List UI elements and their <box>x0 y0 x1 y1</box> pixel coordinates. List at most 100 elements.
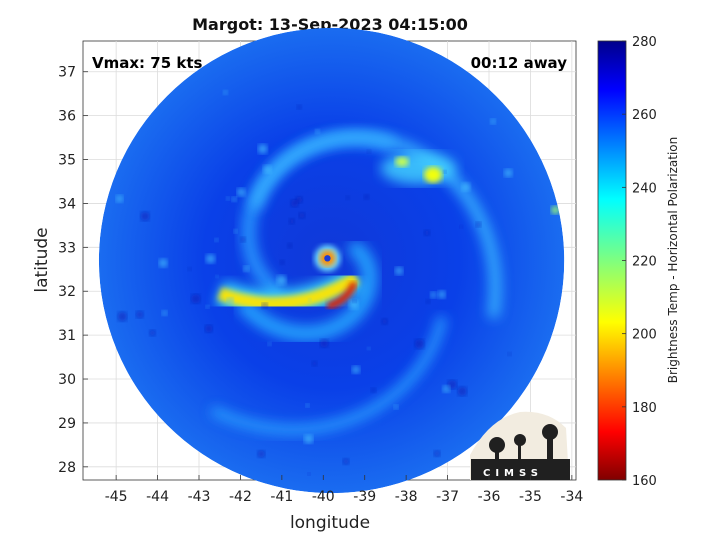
y-axis: 28 29 30 31 32 33 34 35 36 37 <box>58 65 88 476</box>
x-tick-label: -41 <box>270 489 293 505</box>
texture-cell <box>258 144 268 154</box>
texture-cell <box>363 194 370 200</box>
texture-cell <box>257 450 265 458</box>
colorbar-label: Brightness Temp - Horizontal Polarizatio… <box>666 137 680 384</box>
texture-cell <box>430 291 437 298</box>
texture-cell <box>308 298 312 302</box>
spiral-band <box>210 315 447 435</box>
rainband-core <box>217 272 360 311</box>
time-away-annotation: 00:12 away <box>471 54 568 72</box>
spiral-band <box>250 130 502 319</box>
texture-cell <box>371 387 377 393</box>
texture-cell <box>243 265 250 272</box>
x-tick-label: -45 <box>105 489 128 505</box>
texture-cell <box>315 129 320 134</box>
x-tick-label: -44 <box>146 489 169 505</box>
texture-cell <box>191 294 201 304</box>
convection-cell <box>551 206 560 215</box>
texture-cell <box>140 211 150 221</box>
y-tick-label: 33 <box>58 240 76 256</box>
texture-cell <box>205 305 210 309</box>
texture-cell <box>117 311 127 322</box>
texture-cell <box>490 118 496 125</box>
texture-cell <box>320 339 329 348</box>
texture-cell <box>475 221 482 228</box>
texture-cell <box>442 385 450 393</box>
chart-title: Margot: 13-Sep-2023 04:15:00 <box>192 15 468 34</box>
y-tick-label: 36 <box>58 109 76 125</box>
y-tick-label: 35 <box>58 153 76 169</box>
x-tick-label: -38 <box>395 489 418 505</box>
x-tick-label: -36 <box>478 489 501 505</box>
texture-cell <box>442 169 447 174</box>
x-tick-label: -42 <box>229 489 252 505</box>
texture-cell <box>267 342 272 346</box>
x-tick-label: -40 <box>312 489 335 505</box>
y-tick-label: 31 <box>58 328 76 344</box>
texture-cell <box>298 212 306 219</box>
texture-cell <box>187 267 192 271</box>
texture-cell <box>434 450 441 457</box>
y-tick-label: 32 <box>58 284 76 300</box>
colorbar-tick-label: 180 <box>632 401 657 416</box>
texture-cell <box>381 318 388 325</box>
texture-cell <box>345 195 350 200</box>
brightness-temperature-field <box>98 27 565 494</box>
texture-cell <box>296 104 302 110</box>
colorbar <box>597 40 627 481</box>
texture-cell <box>414 339 425 349</box>
texture-cell <box>290 199 299 208</box>
texture-cell <box>149 329 156 336</box>
texture-cell <box>205 254 216 264</box>
y-tick-label: 29 <box>58 416 76 432</box>
texture-cell <box>457 386 467 396</box>
convection-core <box>424 166 443 183</box>
texture-cell <box>289 218 295 225</box>
cimss-logo: CIMSS <box>470 411 570 480</box>
x-tick-label: -35 <box>519 489 542 505</box>
y-tick-label: 28 <box>58 460 76 476</box>
texture-cell <box>231 196 237 202</box>
texture-cell <box>461 182 471 192</box>
texture-cell <box>504 168 513 178</box>
texture-cell <box>311 360 318 367</box>
rainband-intense <box>326 281 358 310</box>
x-tick-label: -39 <box>353 489 376 505</box>
texture-cell <box>447 380 457 390</box>
texture-cell <box>227 297 234 305</box>
texture-cell <box>307 472 311 476</box>
x-axis: -45 -44 -43 -42 -41 -40 -39 -38 -37 -36 -35 -34 <box>105 475 583 505</box>
texture-cell <box>240 236 246 243</box>
x-tick-label: -43 <box>188 489 211 505</box>
colorbar-tick-label: 200 <box>632 328 657 343</box>
vmax-annotation: Vmax: 75 kts <box>92 54 202 72</box>
y-tick-label: 37 <box>58 65 76 81</box>
texture-cell <box>287 243 293 249</box>
convection-cluster <box>380 152 457 185</box>
spiral-band <box>238 241 378 342</box>
colorbar-tick-label: 160 <box>632 474 657 489</box>
x-tick-label: -34 <box>560 489 583 505</box>
texture-cell <box>395 266 403 275</box>
colorbar-tick-label: 280 <box>632 35 657 50</box>
convection-core <box>395 156 409 167</box>
texture-cell <box>115 195 124 203</box>
texture-cell <box>459 225 463 229</box>
colorbar-ticks: 280 260 240 220 200 180 160 <box>622 35 657 489</box>
x-axis-label: longitude <box>290 513 370 533</box>
texture-cell <box>158 258 168 268</box>
x-tick-label: -37 <box>436 489 459 505</box>
y-tick-label: 34 <box>58 196 76 212</box>
texture-cell <box>304 434 314 444</box>
texture-cell <box>342 458 349 465</box>
texture-cell <box>276 275 287 286</box>
texture-cell <box>367 346 371 351</box>
eye <box>324 255 331 262</box>
y-axis-label: latitude <box>32 227 52 292</box>
texture-cell <box>214 238 219 242</box>
colorbar-tick-label: 220 <box>632 255 657 270</box>
texture-cell <box>393 404 399 410</box>
texture-cell <box>226 196 230 201</box>
texture-cell <box>233 229 238 234</box>
